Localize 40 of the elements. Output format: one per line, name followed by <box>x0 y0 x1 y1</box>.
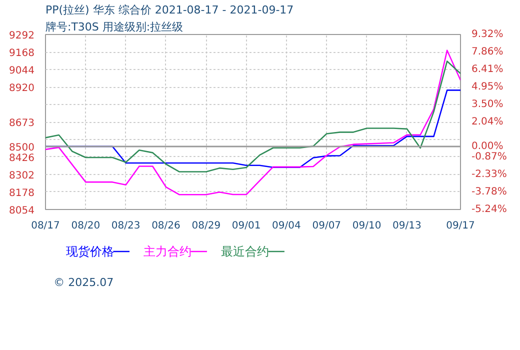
chart-subtitle: 牌号:T30S 用途级别:拉丝级 <box>46 20 184 34</box>
y-tick-label: 8673 <box>9 118 35 129</box>
x-tick-label: 09/13 <box>392 220 422 232</box>
y-tick-label: 9292 <box>9 30 35 42</box>
legend-label: 主力合约 <box>143 244 192 258</box>
x-tick-label: 08/26 <box>152 220 180 232</box>
chart-title: PP(拉丝) 华东 综合价 2021-08-17 - 2021-09-17 <box>46 4 294 16</box>
y2-tick-label: 3.50% <box>472 98 504 110</box>
x-tick-label: 09/07 <box>312 220 342 232</box>
y2-tick-label: 0.00% <box>472 141 504 152</box>
x-tick-label: 08/20 <box>71 220 100 232</box>
y-tick-label: 8054 <box>9 206 35 216</box>
y-tick-label: 8426 <box>9 152 35 164</box>
x-tick-label: 08/23 <box>111 220 140 232</box>
x-tick-label: 08/17 <box>31 220 60 232</box>
x-tick-label: 09/10 <box>352 220 382 232</box>
y2-tick-label: 2.04% <box>472 116 504 128</box>
x-tick-label: 09/17 <box>446 220 475 232</box>
y2-tick-label: -5.24% <box>472 204 507 215</box>
y-tick-label: 8302 <box>9 170 35 182</box>
y2-tick-label: 9.32% <box>472 29 504 40</box>
y2-tick-label: -3.78% <box>472 186 507 198</box>
y-tick-label: 9168 <box>9 48 35 60</box>
y-tick-label: 8178 <box>9 188 35 199</box>
x-tick-label: 09/01 <box>232 220 261 232</box>
x-tick-label: 09/04 <box>272 220 301 232</box>
line-series <box>46 50 460 196</box>
y-tick-label: 8920 <box>9 83 35 94</box>
line-series <box>46 60 460 172</box>
legend-label: 现货价格 <box>66 244 114 258</box>
y2-tick-label: -2.33% <box>472 169 507 180</box>
y2-tick-label: 7.86% <box>472 46 504 58</box>
y-tick-label: 8500 <box>9 142 35 154</box>
x-tick-label: 08/29 <box>192 220 221 232</box>
y2-tick-label: 6.41% <box>472 64 504 75</box>
text: © 2025.07 <box>54 276 114 289</box>
y2-tick-label: -0.87% <box>472 151 507 162</box>
y2-tick-label: 4.95% <box>472 82 504 93</box>
legend-label: 最近合约 <box>220 244 269 258</box>
y-tick-label: 9044 <box>9 66 35 77</box>
